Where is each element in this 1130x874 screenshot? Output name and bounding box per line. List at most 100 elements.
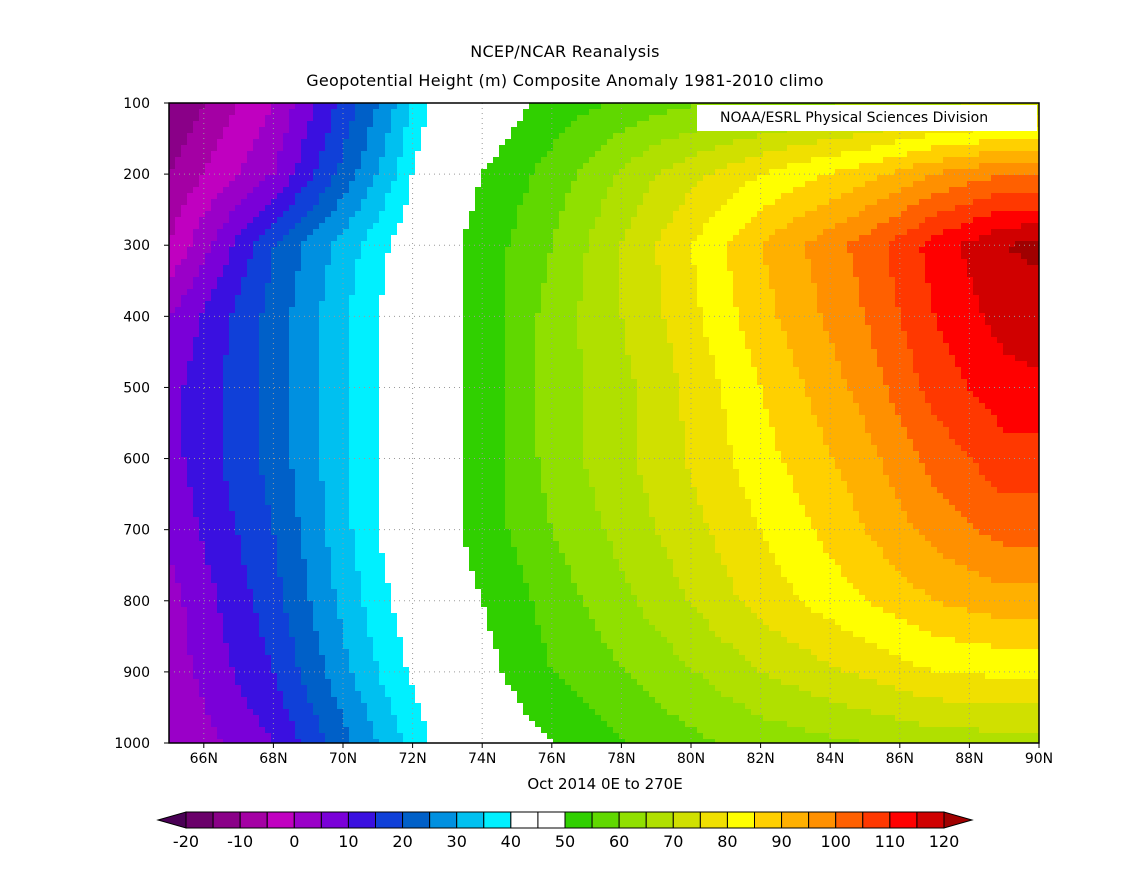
field-cell bbox=[439, 127, 446, 134]
field-cell bbox=[733, 145, 740, 152]
field-cell bbox=[331, 115, 338, 122]
field-cell bbox=[535, 169, 542, 176]
field-cell bbox=[925, 247, 932, 254]
field-cell bbox=[247, 109, 254, 116]
field-cell bbox=[283, 253, 290, 260]
field-cell bbox=[247, 127, 254, 134]
field-cell bbox=[439, 265, 446, 272]
field-cell bbox=[685, 247, 692, 254]
field-cell bbox=[841, 145, 848, 152]
field-cell bbox=[481, 247, 488, 254]
field-cell bbox=[1003, 139, 1010, 146]
field-cell bbox=[943, 151, 950, 158]
field-cell bbox=[403, 223, 410, 230]
field-cell bbox=[913, 181, 920, 188]
field-cell bbox=[649, 271, 656, 278]
field-cell bbox=[919, 211, 926, 218]
field-cell bbox=[829, 235, 836, 242]
field-cell bbox=[661, 295, 668, 302]
field-cell bbox=[1003, 283, 1010, 290]
field-cell bbox=[259, 271, 266, 278]
field-cell bbox=[925, 169, 932, 176]
field-cell bbox=[253, 139, 260, 146]
field-cell bbox=[787, 199, 794, 206]
field-cell bbox=[433, 265, 440, 272]
field-cell bbox=[625, 193, 632, 200]
field-cell bbox=[289, 259, 296, 266]
field-cell bbox=[271, 283, 278, 290]
field-cell bbox=[769, 199, 776, 206]
field-cell bbox=[655, 193, 662, 200]
field-cell bbox=[733, 301, 740, 308]
field-cell bbox=[577, 127, 584, 134]
field-cell bbox=[307, 205, 314, 212]
field-cell bbox=[445, 217, 452, 224]
field-cell bbox=[265, 199, 272, 206]
field-cell bbox=[385, 289, 392, 296]
field-cell bbox=[259, 259, 266, 266]
field-cell bbox=[253, 229, 260, 236]
field-cell bbox=[727, 277, 734, 284]
field-cell bbox=[565, 301, 572, 308]
field-cell bbox=[265, 265, 272, 272]
field-cell bbox=[607, 163, 614, 170]
field-cell bbox=[781, 217, 788, 224]
field-cell bbox=[445, 307, 452, 314]
field-cell bbox=[235, 181, 242, 188]
field-cell bbox=[919, 229, 926, 236]
field-cell bbox=[175, 253, 182, 260]
field-cell bbox=[577, 115, 584, 122]
field-cell bbox=[853, 145, 860, 152]
field-cell bbox=[817, 145, 824, 152]
field-cell bbox=[973, 205, 980, 212]
field-cell bbox=[541, 265, 548, 272]
field-cell bbox=[445, 133, 452, 140]
field-cell bbox=[727, 253, 734, 260]
field-cell bbox=[193, 181, 200, 188]
field-cell bbox=[757, 253, 764, 260]
field-cell bbox=[223, 301, 230, 308]
field-cell bbox=[523, 103, 530, 110]
field-cell bbox=[775, 181, 782, 188]
field-cell bbox=[445, 109, 452, 116]
field-cell bbox=[271, 139, 278, 146]
field-cell bbox=[175, 295, 182, 302]
field-cell bbox=[181, 163, 188, 170]
field-cell bbox=[529, 157, 536, 164]
field-cell bbox=[697, 259, 704, 266]
field-cell bbox=[625, 199, 632, 206]
field-cell bbox=[829, 229, 836, 236]
field-cell bbox=[349, 193, 356, 200]
field-cell bbox=[679, 133, 686, 140]
field-cell bbox=[253, 199, 260, 206]
field-cell bbox=[727, 187, 734, 194]
field-cell bbox=[211, 205, 218, 212]
field-cell bbox=[979, 277, 986, 284]
field-cell bbox=[697, 235, 704, 242]
field-cell bbox=[619, 289, 626, 296]
field-cell bbox=[943, 295, 950, 302]
field-cell bbox=[1021, 247, 1028, 254]
field-cell bbox=[775, 265, 782, 272]
field-cell bbox=[571, 133, 578, 140]
field-cell bbox=[169, 301, 176, 308]
field-cell bbox=[325, 211, 332, 218]
field-cell bbox=[175, 151, 182, 158]
field-cell bbox=[571, 175, 578, 182]
field-cell bbox=[817, 283, 824, 290]
field-cell bbox=[337, 265, 344, 272]
field-cell bbox=[415, 193, 422, 200]
field-cell bbox=[301, 301, 308, 308]
field-cell bbox=[937, 241, 944, 248]
field-cell bbox=[331, 127, 338, 134]
field-cell bbox=[655, 289, 662, 296]
field-cell bbox=[415, 229, 422, 236]
field-cell bbox=[757, 163, 764, 170]
field-cell bbox=[463, 193, 470, 200]
field-cell bbox=[733, 157, 740, 164]
field-cell bbox=[259, 169, 266, 176]
field-cell bbox=[637, 283, 644, 290]
field-cell bbox=[661, 133, 668, 140]
field-cell bbox=[247, 139, 254, 146]
field-cell bbox=[847, 157, 854, 164]
